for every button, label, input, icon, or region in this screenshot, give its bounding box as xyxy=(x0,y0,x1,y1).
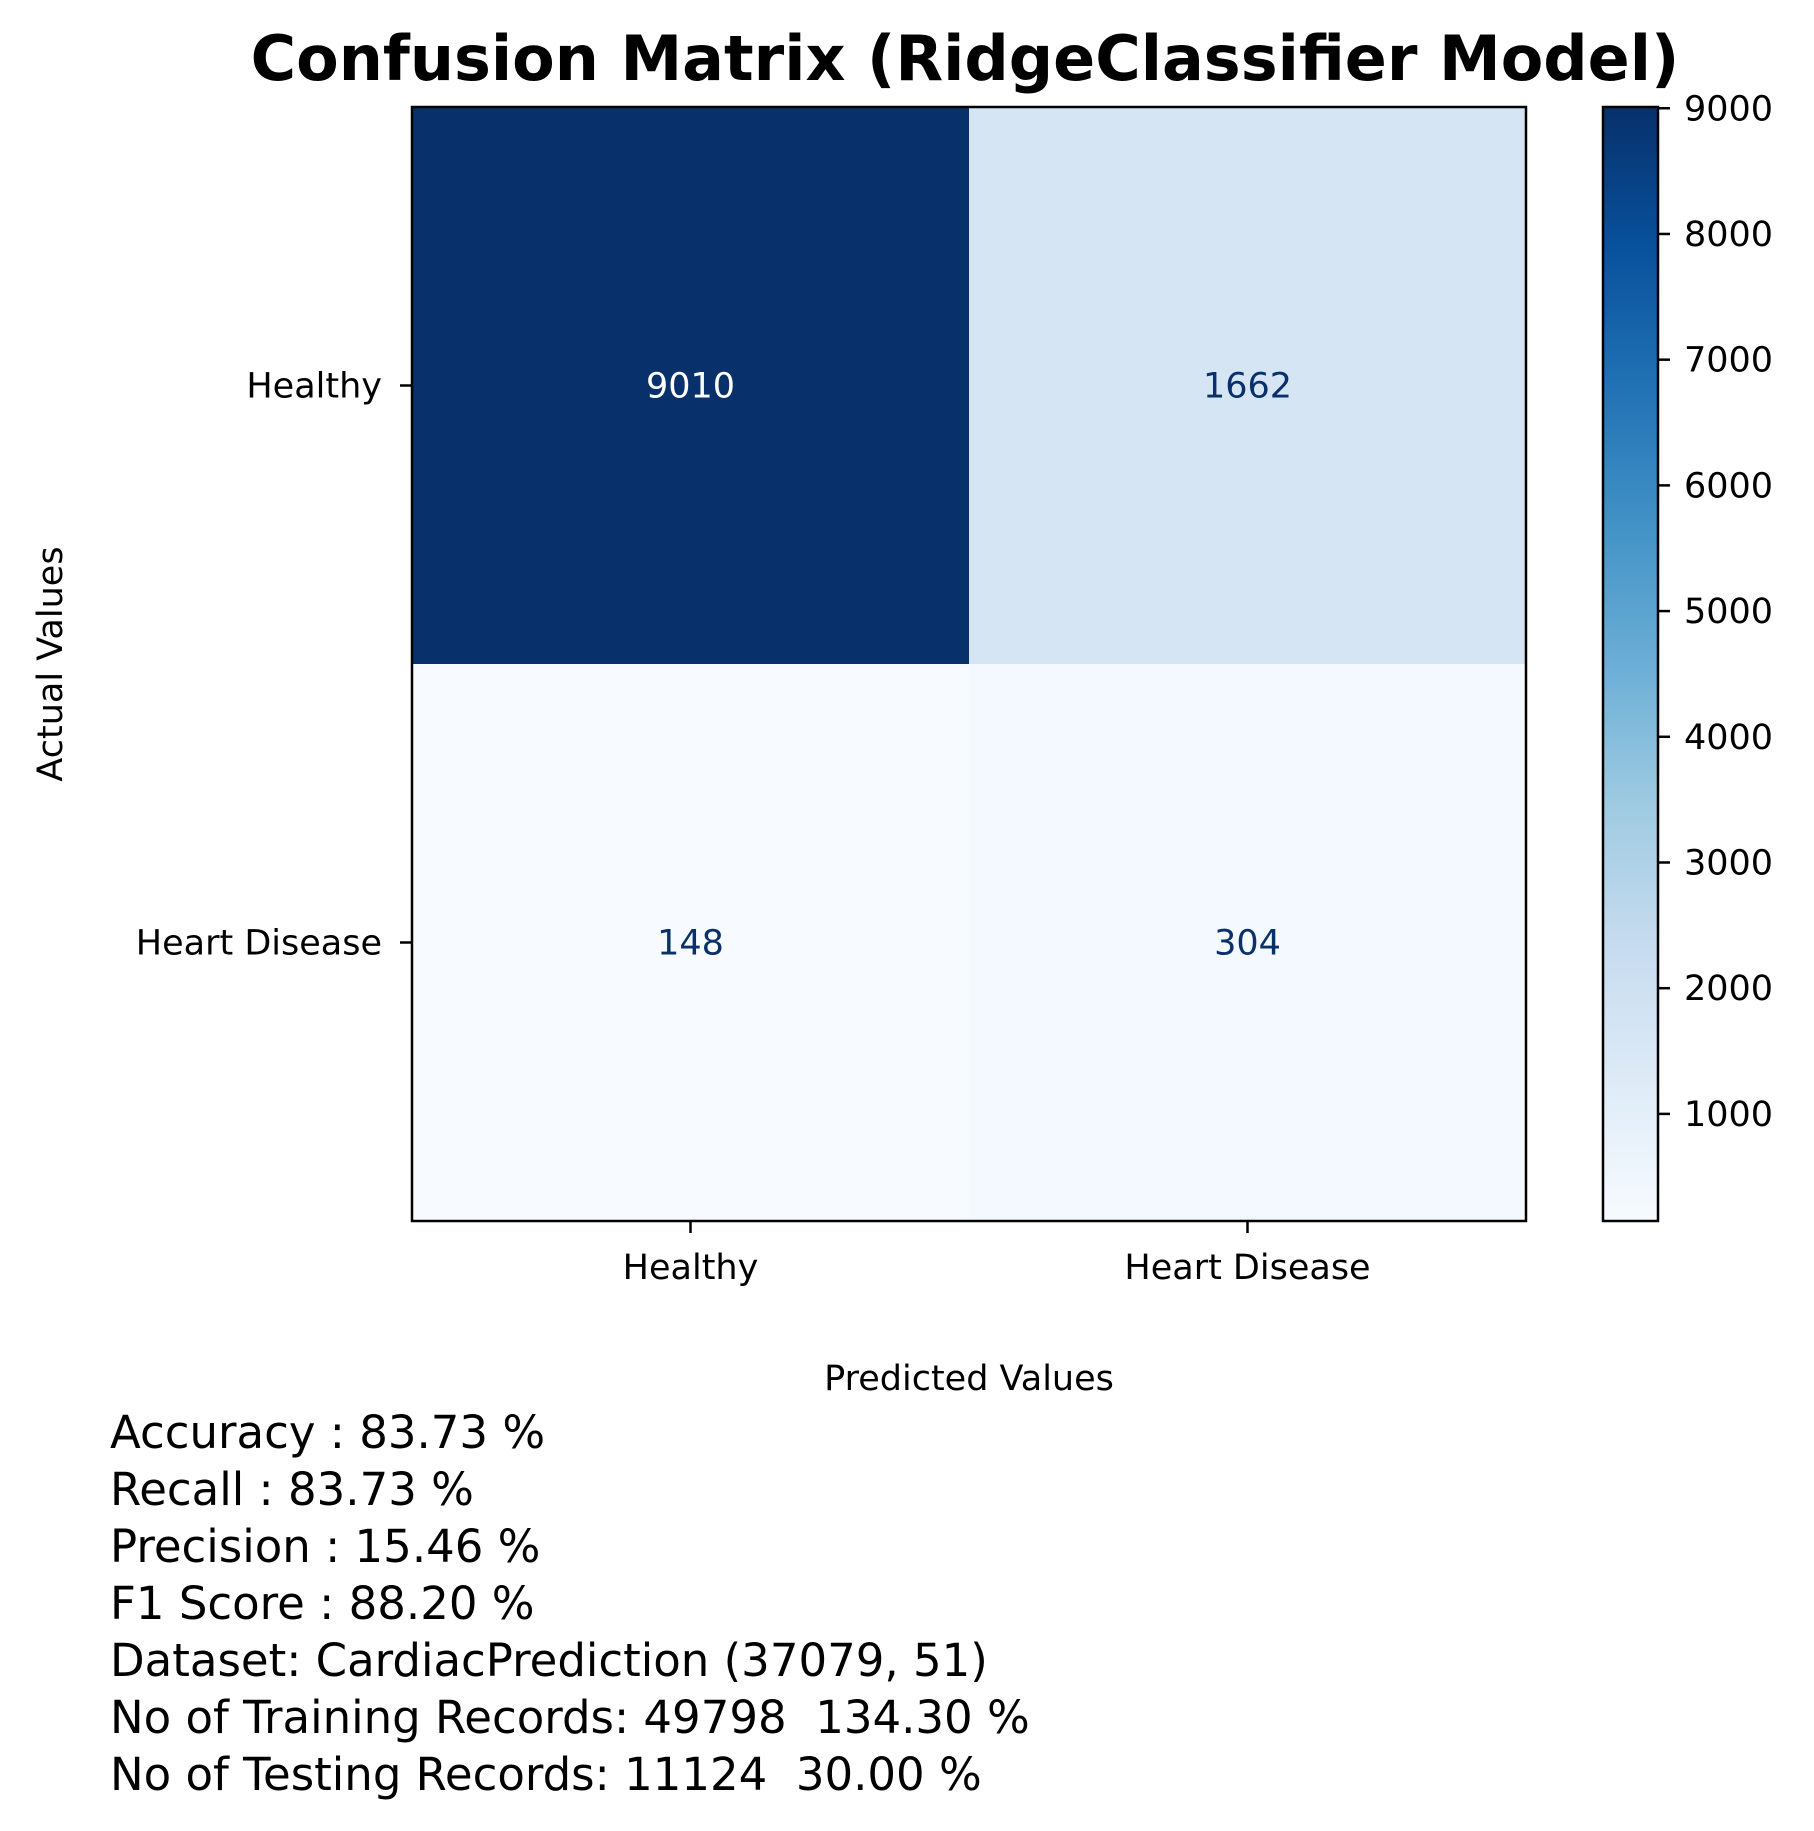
metric-line: Recall : 83.73 % xyxy=(110,1463,474,1516)
colorbar-tick-label: 6000 xyxy=(1684,466,1773,506)
cell-value-label: 304 xyxy=(1214,924,1281,964)
heatmap-cells: 9010 1662 148 304 xyxy=(412,107,1527,1222)
colorbar xyxy=(1601,105,1660,1223)
chart-title: Confusion Matrix (RidgeClassifier Model) xyxy=(251,22,1680,95)
heatmap-cell xyxy=(969,664,1527,1222)
colorbar-tick-label: 2000 xyxy=(1684,969,1773,1009)
y-tick-label: Healthy xyxy=(246,367,382,407)
colorbar-tick-label: 5000 xyxy=(1684,592,1773,632)
metric-line: No of Training Records: 49798 134.30 % xyxy=(110,1691,1030,1744)
y-axis-ticks: Healthy Heart Disease xyxy=(136,367,412,964)
x-axis-label: Predicted Values xyxy=(824,1359,1114,1399)
metric-line: F1 Score : 88.20 % xyxy=(110,1577,535,1630)
y-tick-label: Heart Disease xyxy=(136,924,382,964)
heatmap-cell xyxy=(412,107,970,665)
colorbar-tick-label: 9000 xyxy=(1684,89,1773,129)
metrics-text: Accuracy : 83.73 %Recall : 83.73 %Precis… xyxy=(110,1406,1030,1801)
colorbar-tick-label: 3000 xyxy=(1684,843,1773,883)
colorbar-tick-label: 7000 xyxy=(1684,341,1773,381)
metric-line: No of Testing Records: 11124 30.00 % xyxy=(110,1748,982,1801)
metric-line: Precision : 15.46 % xyxy=(110,1520,540,1573)
colorbar-ticks: 1000 2000 3000 4000 5000 6000 7000 8000 9000 xyxy=(1658,89,1773,1135)
metric-line: Accuracy : 83.73 % xyxy=(110,1406,545,1459)
heatmap-cell xyxy=(969,107,1527,665)
x-tick-label: Heart Disease xyxy=(1124,1248,1370,1288)
cell-value-label: 1662 xyxy=(1203,367,1292,407)
colorbar-tick-label: 4000 xyxy=(1684,718,1773,758)
cell-value-label: 148 xyxy=(657,924,724,964)
y-axis-label: Actual Values xyxy=(31,546,71,781)
cell-value-label: 9010 xyxy=(646,367,735,407)
colorbar-tick-label: 8000 xyxy=(1684,215,1773,255)
heatmap-cell xyxy=(412,664,970,1222)
plot-frame xyxy=(410,105,1528,1223)
x-tick-label: Healthy xyxy=(623,1248,759,1288)
metric-line: Dataset: CardiacPrediction (37079, 51) xyxy=(110,1634,988,1687)
x-axis-ticks: Healthy Heart Disease xyxy=(623,1221,1371,1288)
colorbar-tick-label: 1000 xyxy=(1684,1095,1773,1135)
